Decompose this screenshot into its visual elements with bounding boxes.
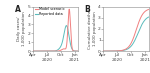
Y-axis label: Cumulative deaths/
1,000 population: Cumulative deaths/ 1,000 population [88,9,97,49]
Text: A: A [15,5,21,14]
Legend: Model scenario, Reported data: Model scenario, Reported data [35,7,64,16]
Y-axis label: Daily cases/
1,000 population: Daily cases/ 1,000 population [17,11,26,46]
Text: B: B [84,5,90,14]
